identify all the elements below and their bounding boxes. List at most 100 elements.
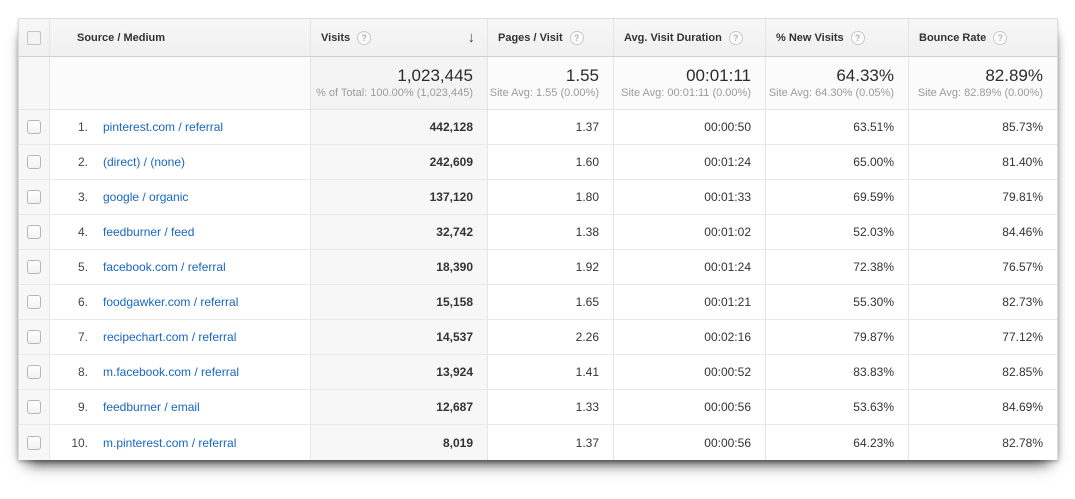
source-medium-link[interactable]: pinterest.com / referral: [103, 120, 224, 134]
help-icon[interactable]: ?: [728, 30, 743, 45]
pages-visit-cell: 1.92: [487, 250, 613, 284]
summary-pages-total: 1.55: [565, 66, 599, 85]
avg-visit-duration-cell: 00:01:24: [613, 145, 765, 179]
pages-visit-cell: 1.60: [487, 145, 613, 179]
source-medium-cell: 3. google / organic: [49, 180, 310, 214]
pages-visit-cell: 1.38: [487, 215, 613, 249]
avg-visit-duration-cell: 00:00:50: [613, 110, 765, 144]
row-checkbox-cell: [19, 425, 49, 460]
table-row: 5. facebook.com / referral 18,390 1.92 0…: [19, 250, 1057, 285]
row-rank: 7.: [77, 330, 88, 344]
visits-cell: 18,390: [310, 250, 487, 284]
visits-cell: 13,924: [310, 355, 487, 389]
bounce-rate-cell: 76.57%: [908, 250, 1057, 284]
row-checkbox-cell: [19, 390, 49, 424]
summary-new-visits-subtext: Site Avg: 64.30% (0.05%): [768, 87, 894, 99]
summary-pages-visit: 1.55 Site Avg: 1.55 (0.00%): [487, 57, 613, 109]
avg-visit-duration-cell: 00:00:56: [613, 390, 765, 424]
row-checkbox[interactable]: [27, 155, 41, 169]
row-checkbox[interactable]: [27, 295, 41, 309]
visits-cell: 12,687: [310, 390, 487, 424]
source-medium-link[interactable]: m.pinterest.com / referral: [103, 435, 237, 450]
summary-bounce-subtext: Site Avg: 82.89% (0.00%): [917, 87, 1043, 99]
new-visits-cell: 55.30%: [765, 285, 908, 319]
row-checkbox[interactable]: [27, 435, 41, 450]
table-row: 8. m.facebook.com / referral 13,924 1.41…: [19, 355, 1057, 390]
row-rank: 6.: [77, 295, 88, 309]
help-icon[interactable]: ?: [993, 30, 1008, 45]
source-medium-link[interactable]: feedburner / email: [103, 400, 200, 414]
help-icon[interactable]: ?: [569, 30, 584, 45]
row-checkbox[interactable]: [27, 330, 41, 344]
column-label: Avg. Visit Duration: [624, 31, 722, 44]
analytics-table: Source / Medium Visits ? ↓ Pages / Visit…: [18, 18, 1058, 460]
source-medium-cell: 6. foodgawker.com / referral: [49, 285, 310, 319]
column-header-bounce-rate[interactable]: Bounce Rate ?: [908, 19, 1057, 56]
summary-duration-subtext: Site Avg: 00:01:11 (0.00%): [621, 87, 751, 99]
table-row: 7. recipechart.com / referral 14,537 2.2…: [19, 320, 1057, 355]
bounce-rate-cell: 81.40%: [908, 145, 1057, 179]
row-rank: 10.: [71, 435, 88, 450]
column-label: Pages / Visit: [498, 31, 563, 44]
table-row: 6. foodgawker.com / referral 15,158 1.65…: [19, 285, 1057, 320]
row-checkbox-cell: [19, 250, 49, 284]
visits-cell: 8,019: [310, 425, 487, 460]
source-medium-link[interactable]: m.facebook.com / referral: [103, 365, 240, 379]
help-icon[interactable]: ?: [850, 30, 865, 45]
row-checkbox[interactable]: [27, 400, 41, 414]
summary-source-cell: [49, 57, 310, 109]
row-checkbox[interactable]: [27, 120, 41, 134]
source-medium-link[interactable]: foodgawker.com / referral: [103, 295, 239, 309]
source-medium-link[interactable]: google / organic: [103, 190, 189, 204]
source-medium-link[interactable]: (direct) / (none): [103, 155, 186, 169]
row-checkbox[interactable]: [27, 365, 41, 379]
sort-descending-icon[interactable]: ↓: [467, 29, 476, 46]
visits-cell: 137,120: [310, 180, 487, 214]
summary-new-visits: 64.33% Site Avg: 64.30% (0.05%): [765, 57, 908, 109]
help-icon[interactable]: ?: [357, 30, 372, 45]
pages-visit-cell: 1.33: [487, 390, 613, 424]
pages-visit-cell: 1.37: [487, 110, 613, 144]
row-checkbox-cell: [19, 180, 49, 214]
source-medium-cell: 7. recipechart.com / referral: [49, 320, 310, 354]
select-all-cell: [19, 19, 49, 56]
source-medium-link[interactable]: facebook.com / referral: [103, 260, 226, 274]
bounce-rate-cell: 82.85%: [908, 355, 1057, 389]
column-header-source-medium[interactable]: Source / Medium: [49, 19, 310, 56]
bounce-rate-cell: 77.12%: [908, 320, 1057, 354]
source-medium-cell: 9. feedburner / email: [49, 390, 310, 424]
avg-visit-duration-cell: 00:00:56: [613, 425, 765, 460]
summary-pages-subtext: Site Avg: 1.55 (0.00%): [489, 87, 599, 99]
row-checkbox[interactable]: [27, 225, 41, 239]
column-header-visits[interactable]: Visits ? ↓: [310, 19, 487, 56]
select-all-checkbox[interactable]: [27, 30, 41, 45]
bounce-rate-cell: 82.78%: [908, 425, 1057, 460]
column-header-avg-visit-duration[interactable]: Avg. Visit Duration ?: [613, 19, 765, 56]
source-medium-link[interactable]: recipechart.com / referral: [103, 330, 237, 344]
row-rank: 9.: [77, 400, 88, 414]
row-checkbox[interactable]: [27, 260, 41, 274]
column-header-new-visits[interactable]: % New Visits ?: [765, 19, 908, 56]
new-visits-cell: 83.83%: [765, 355, 908, 389]
source-medium-cell: 5. facebook.com / referral: [49, 250, 310, 284]
visits-cell: 242,609: [310, 145, 487, 179]
pages-visit-cell: 1.37: [487, 425, 613, 460]
source-medium-link[interactable]: feedburner / feed: [103, 225, 195, 239]
pages-visit-cell: 2.26: [487, 320, 613, 354]
table-body: 1. pinterest.com / referral 442,128 1.37…: [19, 110, 1057, 460]
source-medium-cell: 10. m.pinterest.com / referral: [49, 425, 310, 460]
bounce-rate-cell: 85.73%: [908, 110, 1057, 144]
summary-visits: 1,023,445 % of Total: 100.00% (1,023,445…: [310, 57, 487, 109]
visits-cell: 14,537: [310, 320, 487, 354]
summary-duration-total: 00:01:11: [686, 66, 751, 85]
row-checkbox[interactable]: [27, 190, 41, 204]
table-row: 10. m.pinterest.com / referral 8,019 1.3…: [19, 425, 1057, 460]
new-visits-cell: 63.51%: [765, 110, 908, 144]
row-rank: 4.: [77, 225, 88, 239]
avg-visit-duration-cell: 00:02:16: [613, 320, 765, 354]
pages-visit-cell: 1.41: [487, 355, 613, 389]
column-header-pages-visit[interactable]: Pages / Visit ?: [487, 19, 613, 56]
table-row: 1. pinterest.com / referral 442,128 1.37…: [19, 110, 1057, 145]
column-label: Bounce Rate: [919, 31, 987, 44]
bounce-rate-cell: 79.81%: [908, 180, 1057, 214]
